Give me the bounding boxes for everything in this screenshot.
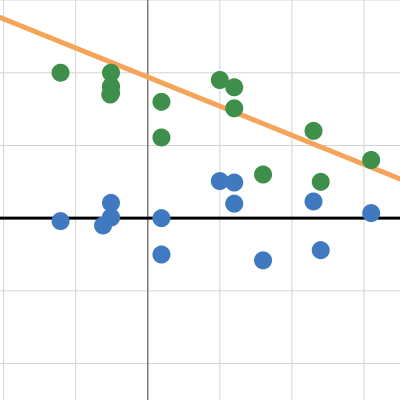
series-green (51, 63, 381, 191)
data-point (362, 151, 381, 169)
data-point (304, 121, 323, 140)
data-point (225, 194, 244, 213)
data-point (101, 63, 120, 82)
data-point (101, 193, 120, 212)
data-point (152, 245, 171, 264)
data-point (210, 172, 229, 191)
data-point (362, 204, 381, 223)
series-blue (51, 172, 381, 270)
fit-line-layer (0, 14, 400, 182)
data-point (311, 241, 330, 260)
data-point (101, 85, 120, 104)
data-point (225, 99, 244, 118)
data-point (254, 251, 273, 270)
data-points (51, 63, 381, 270)
data-point (254, 165, 273, 184)
data-point (51, 212, 70, 231)
data-point (210, 71, 229, 89)
data-point (304, 192, 323, 211)
data-point (152, 92, 171, 111)
data-point (152, 128, 171, 147)
data-point (225, 173, 244, 192)
data-point (51, 63, 70, 82)
data-point (94, 216, 113, 235)
data-point (225, 78, 244, 97)
fit-line (0, 14, 400, 182)
data-point (311, 172, 330, 191)
data-point (152, 209, 171, 228)
